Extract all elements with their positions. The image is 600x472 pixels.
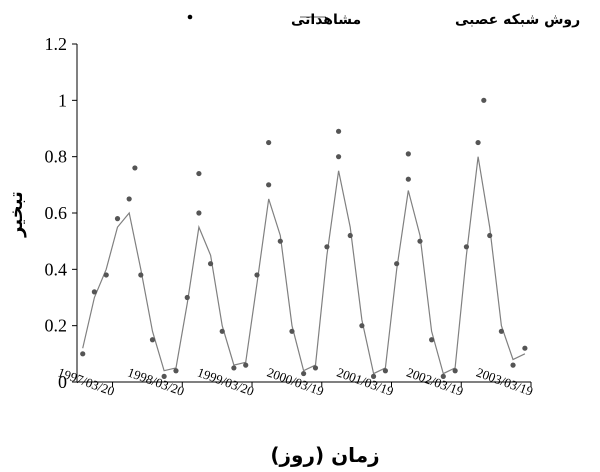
observed-point [80,351,86,357]
y-tick-label: 1.2 [45,34,68,54]
observed-point [196,210,202,216]
observed-point [324,244,330,250]
x-tick-label: 1997/03/20 [56,364,117,398]
legend-marker-swatch [187,14,193,20]
observed-peak-point [266,139,272,146]
y-tick-label: 0.4 [45,259,68,279]
x-axis-title: زمان (روز) [270,443,379,467]
observed-point [463,244,470,250]
observed-peak-point [481,97,487,103]
observed-point [405,176,411,182]
observed-point [475,139,481,146]
observed-point [498,328,504,334]
observed-point [522,345,528,351]
observed-point [510,362,516,368]
observed-point [487,232,493,239]
plot-area [80,97,528,379]
y-tick-label: 1 [58,90,67,110]
x-tick-label: 1999/03/20 [195,364,256,398]
observed-point [301,370,307,377]
legend-label-neural-network: روش شبکه عصبی [455,12,580,28]
y-tick-label: 0 [58,372,67,392]
y-axis-title: تبخیر [6,191,27,238]
observed-point [173,368,179,374]
y-tick-label: 0.2 [45,316,68,336]
observed-point [440,373,446,379]
observed-point [161,373,167,379]
observed-point [207,261,214,267]
observed-point [243,362,249,368]
observed-point [359,323,365,329]
y-tick-label: 0.6 [45,203,68,223]
observed-point [347,232,353,239]
observed-peak-point [196,170,202,177]
observed-point [417,238,423,244]
observed-point [370,373,377,379]
observed-point [114,216,121,222]
observed-point [452,368,458,374]
observed-point [149,337,156,343]
series-line-neural-network [82,156,526,375]
observed-point [335,154,342,160]
y-tick-label: 0.8 [45,147,68,167]
observed-point [266,182,272,188]
observed-point [277,238,283,244]
observed-point [231,365,237,371]
observed-point [429,337,435,343]
observed-point [126,196,132,202]
observed-point [184,294,190,301]
observed-point [138,272,144,278]
observed-point [91,289,97,295]
observed-point [103,272,109,278]
legend-label-observed: مشاهداتی [291,12,361,28]
observed-peak-point [405,151,411,157]
observed-point [394,261,400,267]
observed-point [312,365,319,371]
observed-peak-point [132,165,138,171]
observed-point [289,328,295,334]
legend: روش شبکه عصبی مشاهداتی [187,12,580,28]
observed-point [254,272,260,278]
x-tick-label: 2003/03/19 [474,364,535,398]
observed-point [382,368,388,374]
observed-peak-point [335,128,342,134]
observed-point [219,328,225,334]
